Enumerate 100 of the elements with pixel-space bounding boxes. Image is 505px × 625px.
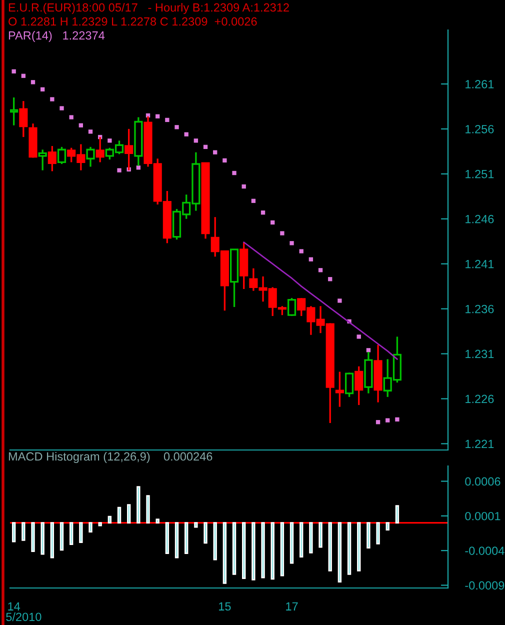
candlestick bbox=[19, 100, 28, 138]
point bbox=[50, 97, 54, 102]
point bbox=[88, 130, 93, 134]
point bbox=[30, 80, 36, 84]
point bbox=[21, 74, 26, 78]
bar bbox=[318, 522, 322, 548]
point bbox=[338, 298, 342, 303]
point bbox=[328, 277, 332, 282]
bar bbox=[376, 522, 380, 544]
bar bbox=[366, 522, 370, 548]
bar bbox=[117, 506, 122, 524]
point bbox=[308, 257, 314, 262]
y-tick-label: -0.0009 bbox=[465, 581, 504, 590]
candlestick bbox=[335, 370, 344, 408]
candlestick bbox=[48, 145, 56, 172]
bar bbox=[357, 522, 361, 572]
x-axis-title: 5/2010 bbox=[6, 612, 42, 622]
bar bbox=[290, 522, 294, 564]
bar bbox=[31, 522, 35, 552]
bar bbox=[174, 522, 179, 558]
bar bbox=[280, 522, 284, 576]
candlestick bbox=[354, 366, 364, 406]
bar bbox=[108, 516, 112, 524]
bar bbox=[50, 522, 54, 558]
bar bbox=[12, 522, 16, 542]
point bbox=[194, 138, 198, 143]
bar bbox=[60, 522, 64, 551]
point bbox=[12, 69, 16, 74]
y-tick-label: 0.0001 bbox=[465, 512, 500, 520]
bar bbox=[165, 522, 170, 554]
bar bbox=[156, 518, 160, 524]
point bbox=[290, 241, 294, 246]
x-tick-label: 15 bbox=[219, 602, 231, 611]
point bbox=[78, 123, 84, 128]
bar bbox=[127, 504, 131, 524]
point bbox=[395, 417, 400, 422]
point bbox=[299, 249, 304, 254]
point bbox=[222, 158, 227, 162]
bar bbox=[204, 522, 208, 544]
candlestick bbox=[38, 148, 47, 172]
y-tick-label: 1.261 bbox=[466, 80, 494, 88]
bar bbox=[213, 522, 217, 560]
candlestick bbox=[57, 146, 66, 165]
point bbox=[117, 168, 122, 172]
bar bbox=[146, 495, 150, 524]
bar bbox=[242, 522, 246, 579]
bar bbox=[252, 522, 256, 580]
bar bbox=[194, 522, 198, 528]
point bbox=[174, 125, 179, 130]
bar bbox=[40, 522, 44, 555]
chart-subtitle: O 1.2281 H 1.2329 L 1.2278 C 1.2309 +0.0026 bbox=[8, 17, 257, 26]
candlestick bbox=[10, 96, 18, 126]
point bbox=[156, 114, 160, 118]
x-tick-label: 14 bbox=[8, 602, 20, 610]
bar bbox=[69, 522, 74, 546]
bar bbox=[79, 522, 83, 543]
y-tick-label: 0.0006 bbox=[465, 477, 500, 486]
bar bbox=[22, 522, 26, 541]
bar bbox=[328, 522, 332, 572]
bar bbox=[395, 505, 400, 524]
y-tick-label: 1.221 bbox=[466, 440, 494, 448]
bar bbox=[98, 522, 102, 526]
chart-title: E.U.R.(EUR)18:00 05/17 - Hourly B:1.2309 A:1.2312 bbox=[8, 3, 289, 14]
point bbox=[69, 115, 74, 120]
y-tick-label: 1.246 bbox=[466, 214, 494, 224]
y-tick-label: 1.231 bbox=[466, 350, 494, 358]
bar bbox=[261, 522, 265, 578]
point bbox=[213, 150, 218, 154]
bar bbox=[309, 522, 313, 554]
bar bbox=[347, 522, 352, 575]
bar bbox=[386, 522, 390, 530]
candlestick bbox=[344, 372, 354, 398]
point bbox=[356, 334, 361, 339]
bar bbox=[222, 522, 227, 584]
point bbox=[242, 184, 246, 189]
bar bbox=[184, 522, 188, 554]
y-tick-label: 1.241 bbox=[466, 260, 494, 268]
y-tick-label: 1.251 bbox=[466, 170, 494, 178]
bar bbox=[88, 522, 92, 533]
point bbox=[366, 348, 371, 352]
bar bbox=[300, 522, 304, 558]
y-tick-label: -0.0004 bbox=[465, 546, 504, 555]
chart-title: MACD Histogram (12,26,9) 0.000246 bbox=[8, 452, 212, 464]
point bbox=[260, 210, 266, 215]
bar bbox=[136, 486, 140, 524]
point bbox=[184, 132, 188, 136]
y-tick-label: 1.256 bbox=[466, 124, 494, 134]
y-tick-label: 1.226 bbox=[466, 394, 494, 404]
point bbox=[165, 118, 170, 122]
point bbox=[203, 144, 208, 149]
bar bbox=[270, 522, 274, 580]
candlestick bbox=[86, 146, 95, 168]
candlestick bbox=[96, 136, 104, 164]
point bbox=[60, 106, 64, 110]
x-tick-label: 17 bbox=[286, 602, 298, 610]
point bbox=[376, 420, 380, 424]
text: PAR(14) 1.22374 bbox=[8, 31, 105, 42]
bar bbox=[232, 522, 236, 575]
point bbox=[386, 418, 390, 422]
y-tick-label: 1.236 bbox=[466, 304, 494, 314]
